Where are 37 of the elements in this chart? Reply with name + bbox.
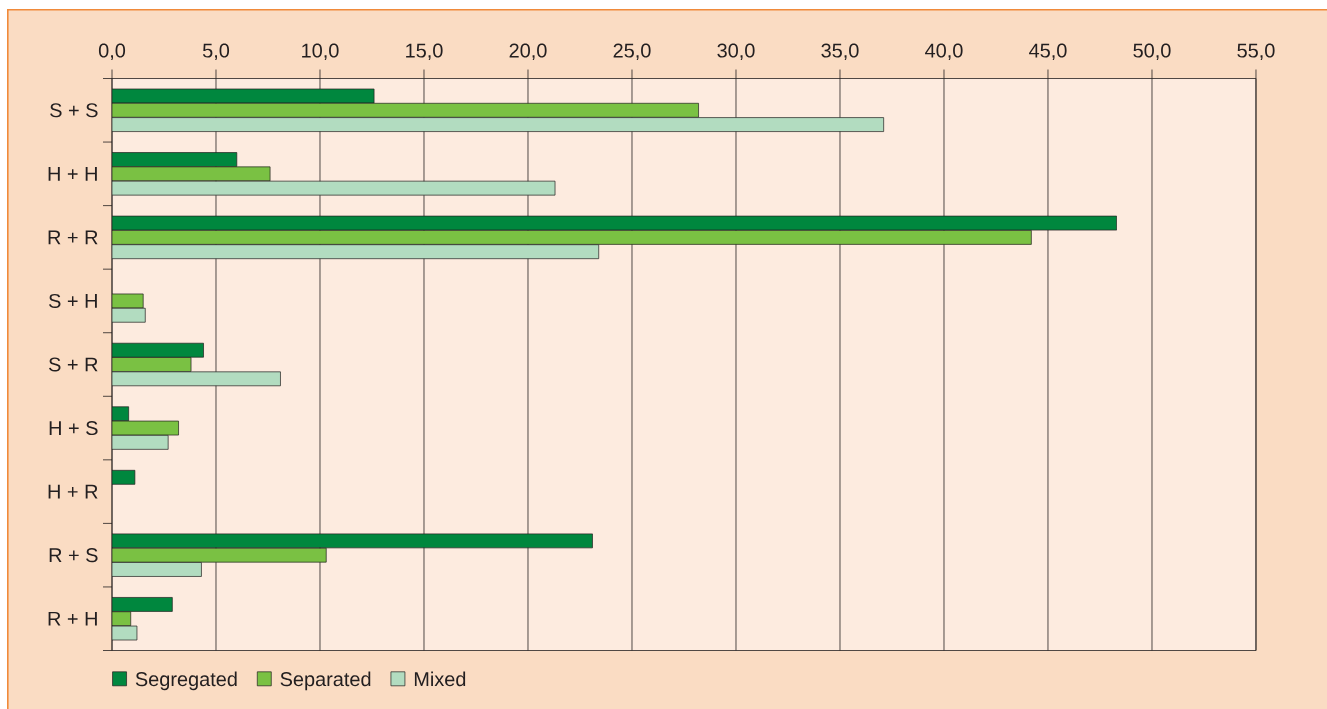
bar bbox=[112, 435, 169, 450]
x-tick-label: 20,0 bbox=[509, 43, 547, 60]
bar bbox=[112, 357, 192, 372]
x-tick-label: 5,0 bbox=[202, 43, 230, 60]
y-tick-label: H + S bbox=[49, 421, 98, 436]
y-tick-label: H + R bbox=[48, 484, 98, 499]
bar bbox=[112, 547, 327, 563]
x-tick-label: 40,0 bbox=[925, 43, 963, 60]
x-tick-label: 55,0 bbox=[1237, 43, 1275, 60]
x-tick-label: 15,0 bbox=[406, 43, 443, 60]
y-tick-label: H + H bbox=[48, 166, 97, 181]
y-tick-label: S + H bbox=[49, 293, 97, 308]
x-tick-label: 35,0 bbox=[821, 43, 859, 60]
x-tick-label: 50,0 bbox=[1133, 43, 1171, 60]
bar bbox=[112, 166, 271, 182]
bar bbox=[112, 244, 600, 260]
bar bbox=[112, 230, 1032, 245]
bar bbox=[112, 562, 202, 577]
y-tick-label: S + R bbox=[49, 357, 98, 372]
x-tick-label: 10,0 bbox=[302, 43, 339, 60]
x-tick-label: 25,0 bbox=[613, 43, 651, 60]
y-tick-label: R + S bbox=[49, 548, 98, 563]
y-tick-label: R + H bbox=[48, 611, 97, 626]
bar bbox=[112, 371, 281, 387]
bar bbox=[112, 117, 885, 132]
bar bbox=[112, 342, 204, 358]
bar bbox=[112, 152, 238, 167]
x-tick-label: 0,0 bbox=[98, 43, 126, 60]
bar bbox=[112, 597, 173, 612]
bar bbox=[112, 102, 699, 118]
y-tick-label: S + S bbox=[50, 103, 98, 118]
y-tick-label: R + R bbox=[48, 230, 98, 245]
x-tick-label: 45,0 bbox=[1029, 43, 1067, 60]
legend-label: Mixed bbox=[414, 671, 466, 687]
legend-label: Separated bbox=[280, 671, 371, 691]
legend-label: Segregated bbox=[135, 671, 237, 691]
x-tick-label: 30,0 bbox=[717, 43, 755, 60]
